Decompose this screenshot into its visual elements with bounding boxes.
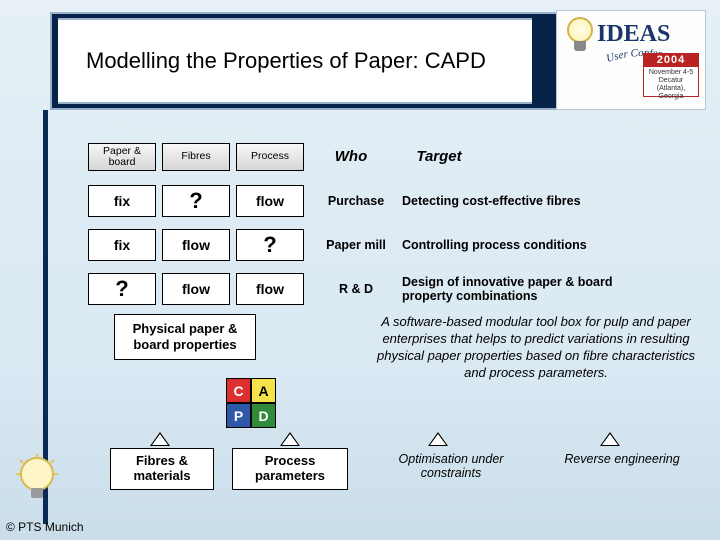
description-text: A software-based modular tool box for pu… xyxy=(370,314,702,382)
cell-paper-board: fix xyxy=(88,229,156,261)
logo-dates: November 4-5 xyxy=(646,69,696,77)
logo-year: 2004 xyxy=(644,54,698,67)
arrow-up-icon xyxy=(428,432,448,446)
table-row: fix ? flow Purchase Detecting cost-effec… xyxy=(88,179,702,223)
process-parameters-box: Process parameters xyxy=(232,448,348,490)
cell-who: Purchase xyxy=(310,194,402,208)
cell-process: flow xyxy=(236,185,304,217)
cell-process: flow xyxy=(236,273,304,305)
col-fibres: Fibres xyxy=(162,143,230,171)
cell-who: R & D xyxy=(310,282,402,296)
cell-fibres: flow xyxy=(162,229,230,261)
main-content: Paper & board Fibres Process Who Target … xyxy=(88,135,702,311)
col-paper-board: Paper & board xyxy=(88,143,156,171)
arrow-up-icon xyxy=(600,432,620,446)
logo-location: Decatur (Atlanta), Georgia xyxy=(646,77,696,101)
col-target: Target xyxy=(398,143,480,171)
capd-c: C xyxy=(226,378,251,403)
cell-fibres: ? xyxy=(162,185,230,217)
lightbulb-icon xyxy=(14,454,60,512)
table-row: ? flow flow R & D Design of innovative p… xyxy=(88,267,702,311)
capd-p: P xyxy=(226,403,251,428)
capd-square: C A P D xyxy=(226,378,276,428)
cell-who: Paper mill xyxy=(310,238,402,252)
copyright: © PTS Munich xyxy=(6,520,84,534)
logo-year-badge: 2004 November 4-5 Decatur (Atlanta), Geo… xyxy=(643,53,699,97)
table-header-row: Paper & board Fibres Process Who Target xyxy=(88,135,702,179)
capd-d: D xyxy=(251,403,276,428)
cell-paper-board: fix xyxy=(88,185,156,217)
cell-paper-board: ? xyxy=(88,273,156,305)
page-title: Modelling the Properties of Paper: CAPD xyxy=(86,47,486,75)
cell-process: ? xyxy=(236,229,304,261)
col-process: Process xyxy=(236,143,304,171)
col-who: Who xyxy=(310,143,392,171)
capd-a: A xyxy=(251,378,276,403)
cell-target: Controlling process conditions xyxy=(402,238,666,252)
title-bar: Modelling the Properties of Paper: CAPD xyxy=(58,18,532,104)
logo-brand: IDEAS xyxy=(597,21,670,48)
scenario-table: Paper & board Fibres Process Who Target … xyxy=(88,135,702,311)
fibres-materials-box: Fibres & materials xyxy=(110,448,214,490)
arrow-up-icon xyxy=(150,432,170,446)
optimisation-label: Optimisation under constraints xyxy=(372,452,530,481)
cell-target: Design of innovative paper & board prope… xyxy=(402,275,666,304)
cell-fibres: flow xyxy=(162,273,230,305)
cell-target: Detecting cost-effective fibres xyxy=(402,194,666,208)
arrow-up-icon xyxy=(280,432,300,446)
table-row: fix flow ? Paper mill Controlling proces… xyxy=(88,223,702,267)
physical-properties-box: Physical paper & board properties xyxy=(114,314,256,360)
reverse-label: Reverse engineering xyxy=(562,452,682,466)
conference-logo: IDEAS User Conference 2004 November 4-5 … xyxy=(556,10,706,110)
